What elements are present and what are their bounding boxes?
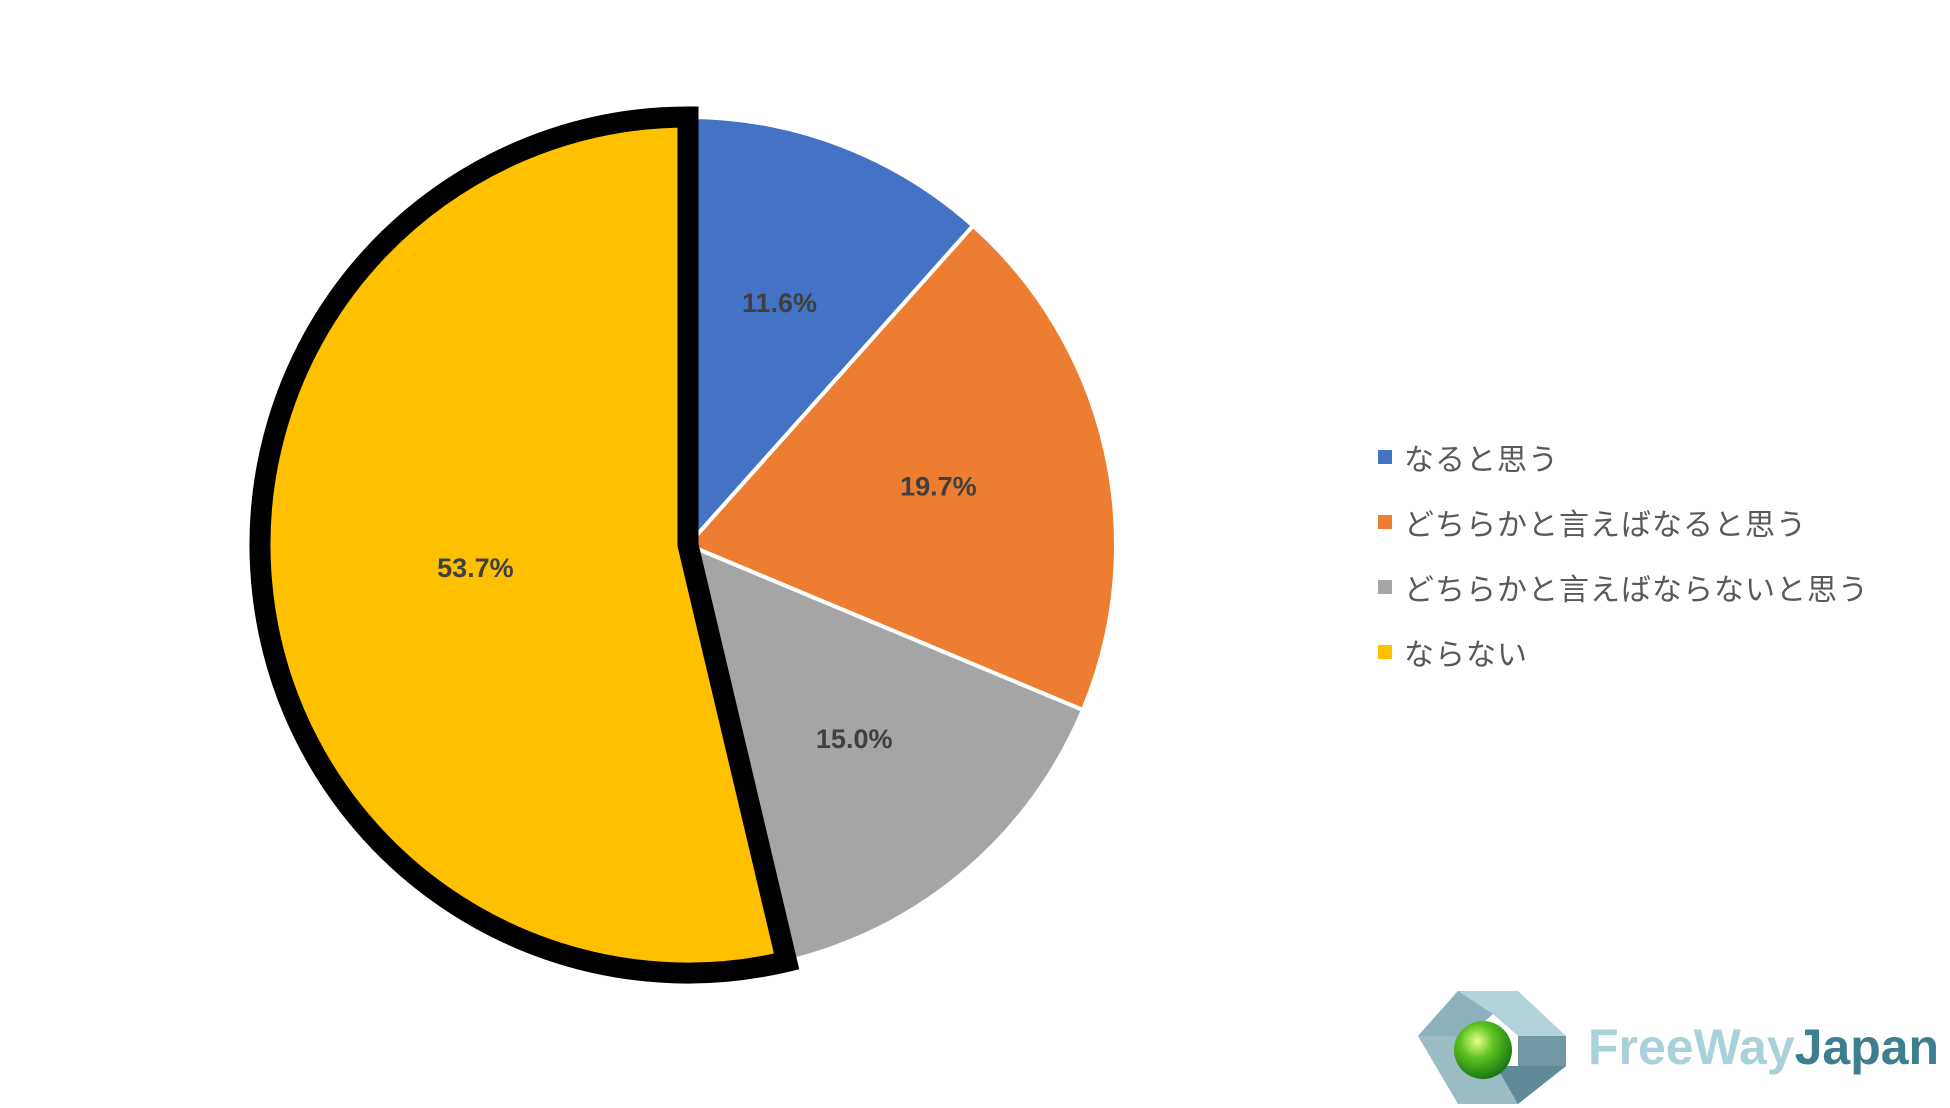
- legend-item-naranai: ならない: [1378, 619, 1869, 684]
- data-label-naru: 11.6%: [742, 288, 817, 318]
- pie-slice-dochira-naranai: [685, 541, 1086, 964]
- data-label-dochira-naru: 19.7%: [900, 471, 977, 501]
- legend-label: なると思う: [1404, 442, 1559, 478]
- pie-slice-naranai: [249, 106, 800, 984]
- slice-labels: 11.6% 19.7% 15.0% 53.7%: [437, 288, 977, 754]
- pie-slice-naru: [686, 114, 976, 551]
- data-label-dochira-naranai: 15.0%: [816, 724, 893, 754]
- legend-swatch: [1378, 644, 1392, 659]
- logo-text-freeway: FreeWay: [1588, 1019, 1795, 1075]
- legend-item-dochira-naranai: どちらかと言えばならないと思う: [1378, 554, 1869, 619]
- logo-text: FreeWayJapan: [1588, 1018, 1939, 1076]
- logo-text-japan: Japan: [1794, 1019, 1940, 1075]
- legend-swatch: [1378, 579, 1392, 594]
- pie-slices: [249, 106, 1118, 984]
- legend-item-dochira-naru: どちらかと言えばなると思う: [1378, 489, 1869, 554]
- freeway-japan-logo-icon: [1418, 991, 1566, 1104]
- legend-swatch: [1378, 449, 1392, 464]
- chart-legend: なると思う どちらかと言えばなると思う どちらかと言えばならないと思う ならない: [1378, 424, 1869, 684]
- freeway-japan-logo: FreeWayJapan: [1418, 986, 1939, 1108]
- data-label-naranai: 53.7%: [437, 553, 514, 583]
- legend-label: ならない: [1404, 637, 1528, 673]
- legend-label: どちらかと言えばなると思う: [1404, 507, 1807, 543]
- legend-item-naru: なると思う: [1378, 424, 1869, 489]
- legend-label: どちらかと言えばならないと思う: [1404, 572, 1869, 608]
- legend-swatch: [1378, 514, 1392, 529]
